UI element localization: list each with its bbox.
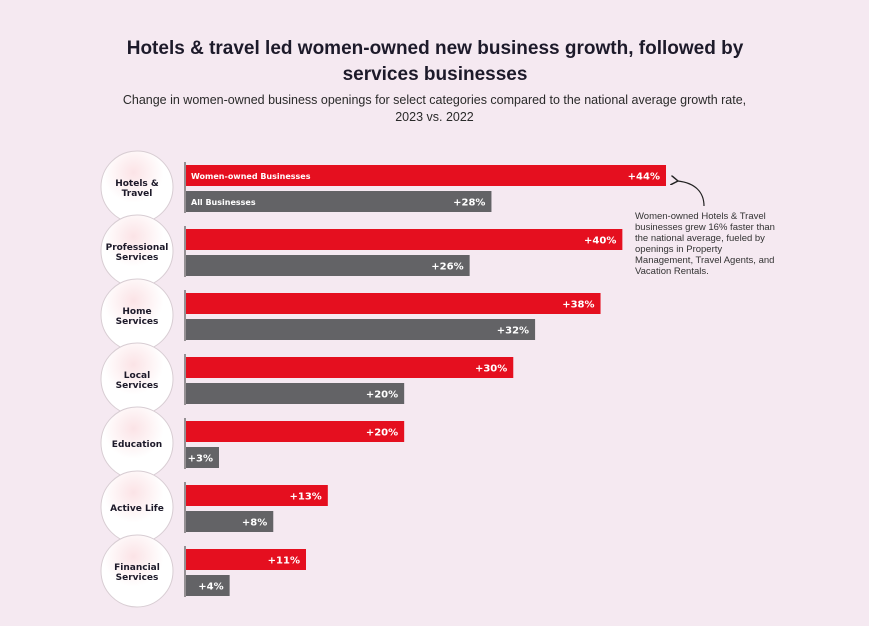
annotation-arrow [678, 181, 705, 207]
data-label: +20% [366, 428, 398, 439]
data-label: +4% [198, 582, 223, 593]
legend-label: All Businesses [191, 198, 256, 207]
bar-women-owned [186, 421, 405, 442]
chart-title: Hotels & travel led women-owned new busi… [126, 38, 744, 85]
bar-all-businesses [186, 319, 536, 340]
bar-women-owned [186, 357, 514, 378]
data-label: +30% [475, 364, 507, 375]
category-label: Services [116, 317, 159, 327]
category-label: Local [124, 371, 150, 381]
category-label: Active Life [110, 504, 164, 514]
bar-all-businesses [186, 511, 274, 532]
data-label: +38% [562, 300, 594, 311]
bar-all-businesses [186, 191, 492, 212]
bar-women-owned [186, 293, 601, 314]
bar-women-owned [186, 165, 666, 186]
category-badge [100, 534, 174, 608]
category-label: Hotels & [115, 179, 159, 189]
chart-subtitle: Change in women-owned business openings … [122, 93, 747, 124]
data-label: +44% [628, 172, 660, 183]
legend-label: Women-owned Businesses [191, 172, 311, 181]
bar-women-owned [186, 549, 306, 570]
data-label: +28% [453, 198, 485, 209]
data-label: +26% [431, 262, 463, 273]
annotation-text: Women-owned Hotels & Travel businesses g… [635, 211, 775, 277]
bar-women-owned [186, 229, 623, 250]
bar-women-owned [186, 485, 328, 506]
data-label: +8% [242, 518, 267, 529]
category-label: Professional [106, 243, 169, 253]
bar-all-businesses [186, 255, 470, 276]
bar-all-businesses [186, 575, 230, 596]
category-label: Financial [114, 563, 160, 573]
category-label: Education [112, 440, 162, 450]
bar-all-businesses [186, 383, 405, 404]
category-label: Services [116, 381, 159, 391]
data-label: +11% [268, 556, 300, 567]
category-label: Home [122, 307, 151, 317]
data-label: +20% [366, 390, 398, 401]
data-label: +13% [289, 492, 321, 503]
data-label: +3% [188, 454, 213, 465]
category-label: Travel [122, 189, 153, 199]
category-label: Services [116, 253, 159, 263]
bar-all-businesses [186, 447, 219, 468]
category-label: Services [116, 573, 159, 583]
data-label: +40% [584, 236, 616, 247]
data-label: +32% [497, 326, 529, 337]
